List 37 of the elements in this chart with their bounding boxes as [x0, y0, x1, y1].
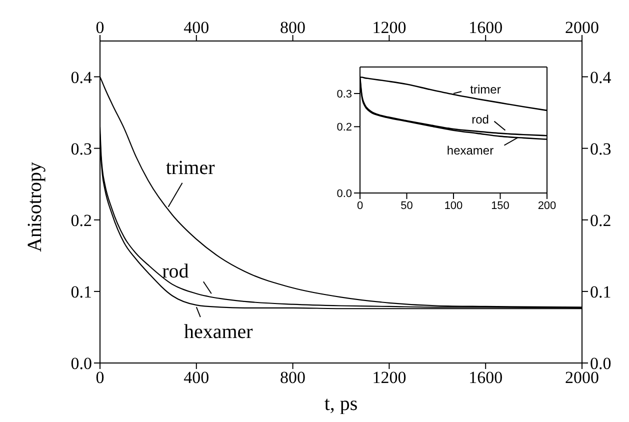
- x-tick-label: 800: [280, 18, 306, 37]
- y-tick-label: 0.1: [70, 282, 92, 302]
- x-tick-label: 50: [400, 200, 413, 212]
- series-label: rod: [472, 112, 489, 126]
- y2-tick-label: 0.4: [590, 68, 612, 87]
- x2-tick-label: 0: [96, 368, 104, 388]
- x-tick-label: 2000: [565, 18, 599, 37]
- y-tick-label: 0.4: [70, 68, 92, 87]
- y2-tick-label: 0.1: [590, 282, 612, 302]
- y2-tick-label: 0.3: [590, 139, 612, 158]
- x-tick-label: 1200: [372, 18, 406, 37]
- series-label: trimer: [166, 156, 216, 179]
- y2-tick-label: 0.2: [590, 210, 612, 230]
- x-tick-label: 200: [538, 200, 556, 212]
- y-tick-label: 0.0: [70, 354, 92, 374]
- y-axis-title: Anisotropy: [24, 162, 46, 252]
- x-tick-label: 100: [444, 200, 463, 212]
- x-tick-label: 0: [96, 18, 104, 37]
- x2-tick-label: 1200: [372, 368, 406, 388]
- y-tick-label: 0.3: [70, 139, 92, 158]
- y-tick-label: 0.2: [336, 122, 352, 134]
- y-tick-label: 0.3: [336, 88, 352, 100]
- x-tick-label: 400: [184, 18, 210, 37]
- x2-tick-label: 1600: [468, 368, 503, 388]
- series-label: rod: [162, 260, 189, 283]
- x2-tick-label: 2000: [565, 368, 599, 388]
- series-label: hexamer: [446, 143, 494, 158]
- y-tick-label: 0.2: [70, 210, 92, 230]
- x-tick-label: 150: [491, 200, 510, 212]
- x2-tick-label: 800: [280, 368, 306, 388]
- x-tick-label: 0: [356, 200, 364, 212]
- legend-label: trimer: [470, 82, 501, 97]
- legend-label: hexamer: [184, 321, 254, 344]
- y-tick-label: 0.0: [336, 188, 352, 200]
- x2-tick-label: 400: [184, 368, 210, 388]
- x-tick-label: 1600: [468, 18, 503, 37]
- x-axis-title: t, ps: [324, 393, 358, 415]
